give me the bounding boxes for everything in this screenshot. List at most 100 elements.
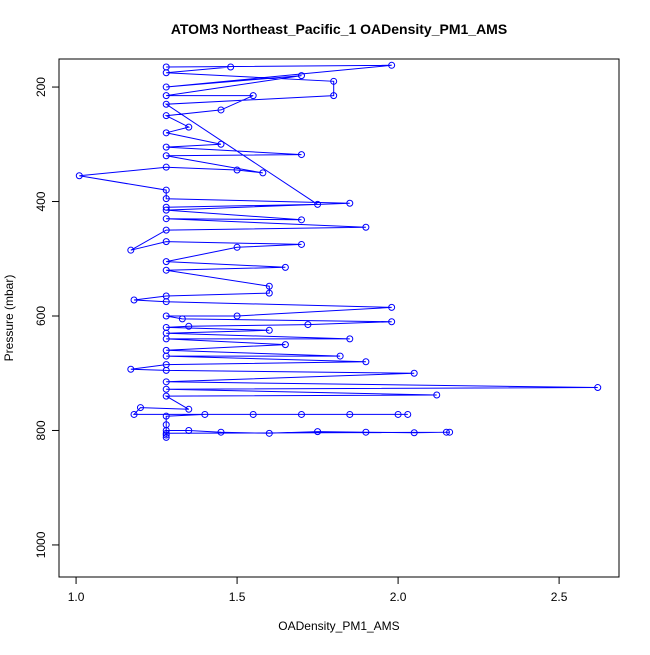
- x-tick-label: 2.5: [551, 590, 568, 604]
- data-point: [162, 238, 170, 246]
- data-point: [162, 195, 170, 203]
- data-point: [162, 258, 170, 266]
- data-point: [185, 405, 193, 413]
- data-point: [162, 152, 170, 160]
- data-point: [249, 410, 257, 418]
- data-point: [162, 100, 170, 108]
- data-point: [433, 391, 441, 399]
- data-point: [130, 410, 138, 418]
- data-point: [594, 384, 602, 392]
- data-point: [265, 282, 273, 290]
- data-point: [162, 392, 170, 400]
- data-point: [162, 215, 170, 223]
- data-point: [162, 429, 170, 437]
- data-point: [162, 312, 170, 320]
- data-point: [281, 341, 289, 349]
- data-point: [404, 410, 412, 418]
- data-point: [362, 358, 370, 366]
- data-point: [162, 378, 170, 386]
- x-tick-label: 1.0: [68, 590, 85, 604]
- y-tick-label: 400: [34, 191, 48, 211]
- data-point: [314, 428, 322, 436]
- data-point: [162, 433, 170, 441]
- data-point: [178, 315, 186, 323]
- data-point: [259, 169, 267, 177]
- data-point: [297, 72, 305, 80]
- data-point: [297, 240, 305, 248]
- data-point: [388, 318, 396, 326]
- data-point: [362, 223, 370, 231]
- data-point: [162, 266, 170, 274]
- data-point: [162, 421, 170, 429]
- data-point: [136, 404, 144, 412]
- x-tick-label: 2.0: [390, 590, 407, 604]
- data-point: [362, 428, 370, 436]
- data-point: [185, 322, 193, 330]
- data-point: [162, 226, 170, 234]
- data-point: [162, 385, 170, 393]
- data-point: [442, 428, 450, 436]
- data-point: [162, 163, 170, 171]
- data-line: [79, 64, 598, 438]
- data-point: [162, 143, 170, 151]
- data-point: [265, 429, 273, 437]
- data-point: [297, 410, 305, 418]
- data-point: [162, 69, 170, 77]
- data-point: [127, 246, 135, 254]
- data-point: [162, 346, 170, 354]
- y-tick-label: 800: [34, 420, 48, 440]
- data-point: [217, 140, 225, 148]
- data-point: [336, 352, 344, 360]
- data-point: [297, 151, 305, 159]
- data-point: [75, 172, 83, 180]
- data-point: [233, 312, 241, 320]
- data-point: [233, 243, 241, 251]
- data-point: [304, 321, 312, 329]
- data-point: [162, 129, 170, 137]
- y-tick-label: 600: [34, 306, 48, 326]
- data-point: [410, 429, 418, 437]
- data-point: [446, 428, 454, 436]
- y-axis-label: Pressure (mbar): [2, 275, 16, 362]
- data-point: [162, 323, 170, 331]
- data-point: [297, 216, 305, 224]
- data-point: [130, 296, 138, 304]
- data-point: [330, 77, 338, 85]
- data-point: [217, 428, 225, 436]
- data-point: [162, 186, 170, 194]
- data-point: [265, 289, 273, 297]
- data-point: [162, 83, 170, 91]
- y-tick-label: 1000: [34, 531, 48, 558]
- data-point: [346, 335, 354, 343]
- x-axis-label: OADensity_PM1_AMS: [278, 619, 399, 633]
- data-point: [162, 361, 170, 369]
- data-point: [162, 292, 170, 300]
- data-point: [185, 426, 193, 434]
- y-tick-label: 200: [34, 77, 48, 97]
- data-point: [162, 92, 170, 100]
- data-point: [233, 166, 241, 174]
- data-point: [162, 206, 170, 214]
- data-point: [162, 203, 170, 211]
- data-point: [249, 92, 257, 100]
- data-point: [162, 112, 170, 120]
- data-point: [281, 263, 289, 271]
- data-point: [201, 410, 209, 418]
- data-point: [265, 326, 273, 334]
- data-point: [330, 92, 338, 100]
- data-point: [388, 303, 396, 311]
- data-point: [410, 369, 418, 377]
- data-point: [394, 410, 402, 418]
- data-point: [227, 63, 235, 71]
- data-point: [185, 123, 193, 131]
- data-point: [127, 365, 135, 373]
- data-point: [314, 200, 322, 208]
- x-tick-label: 1.5: [229, 590, 246, 604]
- chart-title: ATOM3 Northeast_Pacific_1 OADensity_PM1_…: [171, 21, 507, 37]
- data-point: [162, 412, 170, 420]
- data-point: [346, 199, 354, 207]
- data-point: [388, 61, 396, 69]
- data-point: [217, 106, 225, 114]
